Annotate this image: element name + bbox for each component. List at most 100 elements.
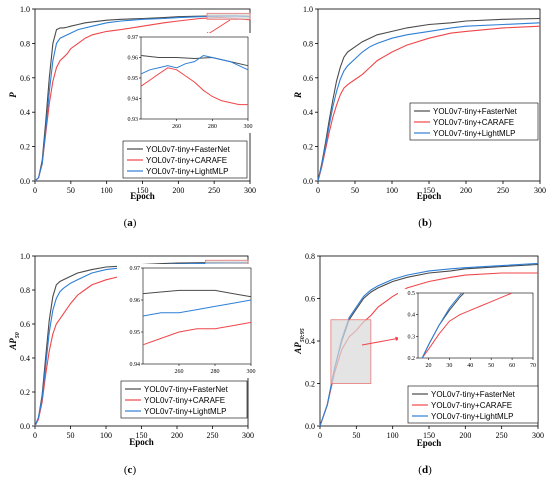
legend: YOL0v7-tiny+FasterNet YOL0v7-tiny+CARAFE Y… (122, 140, 248, 179)
legend-entry-label: YOL0v7-tiny+CARAFE (146, 156, 227, 165)
inset-y-tick-label: 0.97 (130, 266, 141, 272)
zoom-region-box (206, 12, 251, 20)
inset-y-tick-label: 0.96 (128, 56, 139, 62)
x-tick-label: 100 (386, 186, 398, 195)
y-tick-label: 0.6 (20, 74, 30, 83)
plot-frame (317, 8, 541, 182)
legend-box (120, 380, 248, 419)
inset-y-tick-label: 0.95 (130, 330, 141, 336)
y-tick-label: 1.0 (20, 252, 30, 261)
legend-entry-label: YOL0v7-tiny+LightMLP (144, 407, 227, 416)
y-tick-label: 0.2 (20, 388, 30, 397)
legend-entry-label: YOL0v7-tiny+FasterNet (433, 107, 518, 116)
inset-series-line-lightmlp (421, 292, 463, 359)
x-tick-label: 0 (33, 431, 37, 440)
x-tick-label: 200 (459, 431, 471, 440)
series-line-fasternet (317, 17, 541, 182)
y-tick-label: 0.0 (20, 177, 30, 186)
x-tick-label: 0 (316, 186, 320, 195)
inset-x-tick-label: 30 (446, 363, 452, 369)
inset-x-tick-label: 60 (509, 363, 515, 369)
x-tick-label: 50 (67, 186, 75, 195)
inset-x-tick-label: 260 (175, 369, 184, 375)
y-tick-label: 0.8 (303, 39, 313, 48)
zoom-region-box (330, 319, 372, 384)
x-tick-label: 150 (137, 186, 149, 195)
y-tick-label: 0.0 (305, 422, 315, 431)
y-tick-label: 0.4 (303, 108, 313, 117)
y-tick-label: 1.0 (20, 5, 30, 14)
inset-y-tick-label: 0.94 (128, 97, 139, 103)
legend-entry-label: YOL0v7-tiny+CARAFE (431, 401, 512, 410)
legend-entry-label: YOL0v7-tiny+CARAFE (144, 396, 225, 405)
x-tick-label: 50 (67, 431, 75, 440)
x-tick-label: 250 (497, 186, 509, 195)
x-tick-label: 0 (318, 431, 322, 440)
legend-box (407, 385, 539, 424)
legend-entry-label: YOL0v7-tiny+LightMLP (431, 412, 514, 421)
series-line-fasternet (34, 261, 249, 427)
y-tick-label: 0.0 (303, 177, 313, 186)
y-tick-label: 0.0 (20, 422, 30, 431)
legend-box (409, 102, 539, 141)
inset-background (117, 264, 255, 378)
legend-entry-label: YOL0v7-tiny+LightMLP (146, 167, 229, 176)
x-tick-label: 300 (532, 431, 544, 440)
inset-y-tick-label: 0.94 (130, 362, 141, 368)
inset-plot: 260 280 300 0.93 0.94 0.95 0.96 0.97 (115, 33, 253, 133)
inset-plot: 260 280 300 0.94 0.95 0.96 0.97 (117, 264, 256, 378)
y-tick-label: 0.2 (303, 143, 313, 152)
inset-y-tick-label: 0.5 (408, 291, 416, 297)
legend-entry-label: YOL0v7-tiny+CARAFE (433, 118, 514, 127)
legend: YOL0v7-tiny+FasterNet YOL0v7-tiny+CARAFE Y… (407, 385, 539, 424)
x-tick-label: 300 (242, 431, 254, 440)
inset-y-tick-label: 0.95 (128, 76, 139, 82)
series-line-lightmlp (34, 15, 251, 182)
inset-y-tick-label: 0.97 (128, 35, 139, 41)
inset-y-tick-label: 0.3 (408, 334, 416, 340)
x-axis-label: Epoch (417, 438, 442, 448)
x-tick-label: 100 (101, 186, 113, 195)
inset-x-tick-label: 300 (247, 369, 256, 375)
inset-x-tick-label: 40 (467, 363, 473, 369)
y-tick-label: 0.2 (20, 143, 30, 152)
y-tick-label: 0.4 (20, 108, 30, 117)
x-tick-label: 200 (460, 186, 472, 195)
zoom-arrow-line (361, 337, 401, 346)
x-tick-label: 300 (244, 186, 256, 195)
legend-entry-label: YOL0v7-tiny+LightMLP (433, 129, 516, 138)
x-tick-label: 250 (496, 431, 508, 440)
x-tick-label: 0 (33, 186, 37, 195)
panel-caption: (d) (418, 464, 432, 476)
legend-entry-label: YOL0v7-tiny+FasterNet (144, 385, 229, 394)
y-tick-label: 0.8 (305, 252, 315, 261)
inset-plot: 20 30 40 50 60 70 0.2 0.3 0.4 0.5 (398, 289, 537, 372)
x-axis-label: Epoch (129, 437, 154, 447)
inset-x-tick-label: 70 (530, 363, 536, 369)
panel-a: 0 50 100 150 200 250 300 0.0 0.2 0.4 0.6 0.8 1.0 Epoc… (8, 5, 256, 229)
panel-caption: (b) (418, 217, 432, 229)
panel-caption: (a) (124, 217, 137, 229)
x-tick-label: 200 (171, 431, 183, 440)
inset-series-line-carafe (421, 292, 513, 359)
y-axis-label: R (293, 92, 303, 99)
y-tick-label: 0.8 (20, 286, 30, 295)
y-tick-label: 0.6 (305, 295, 315, 304)
x-tick-label: 50 (352, 431, 360, 440)
series-line-lightmlp (317, 22, 541, 182)
inset-y-tick-label: 0.93 (128, 117, 139, 123)
inset-x-tick-label: 280 (208, 124, 217, 130)
legend: YOL0v7-tiny+FasterNet YOL0v7-tiny+CARAFE Y… (120, 380, 248, 419)
panel-caption: (c) (124, 464, 137, 476)
legend: YOL0v7-tiny+FasterNet YOL0v7-tiny+CARAFE Y… (409, 102, 539, 141)
x-tick-label: 100 (387, 431, 399, 440)
inset-y-tick-label: 0.96 (130, 298, 141, 304)
x-tick-label: 50 (351, 186, 359, 195)
x-tick-label: 150 (423, 186, 435, 195)
x-tick-label: 100 (100, 431, 112, 440)
panel-b: 0 50 100 150 200 250 300 0.0 0.2 0.4 0.6 0.8 1.0 Epoc… (293, 5, 546, 229)
y-tick-label: 0.2 (305, 380, 315, 389)
inset-x-tick-label: 260 (172, 124, 181, 130)
x-tick-label: 250 (208, 186, 220, 195)
x-tick-label: 250 (207, 431, 219, 440)
